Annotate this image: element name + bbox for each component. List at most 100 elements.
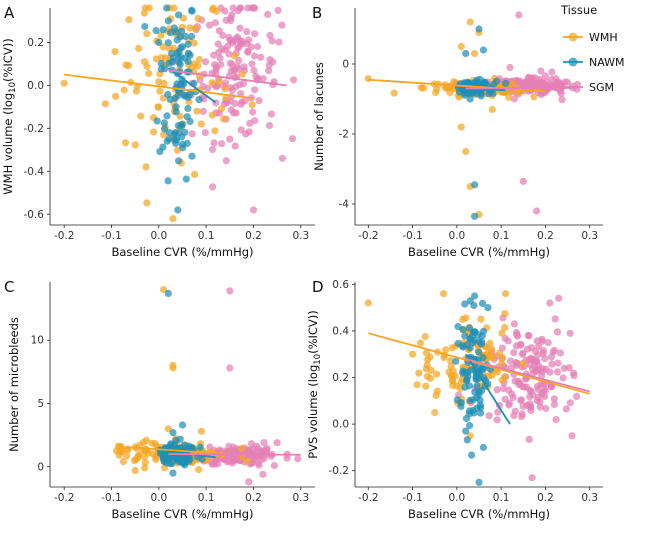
point-sgm <box>226 135 234 143</box>
point-wmh <box>364 75 372 83</box>
point-sgm <box>563 78 572 86</box>
y-tick-label: 0 <box>342 59 349 71</box>
point-sgm <box>528 474 536 482</box>
x-tick-label: -0.1 <box>101 492 122 504</box>
point-sgm <box>523 80 531 88</box>
y-tick-label: -0.2 <box>329 465 350 477</box>
point-sgm <box>222 16 230 24</box>
panel-letter: C <box>4 278 14 296</box>
point-wmh <box>143 199 151 207</box>
point-nawm <box>479 443 487 451</box>
legend-label: NAWM <box>589 56 625 69</box>
point-wmh <box>498 360 506 368</box>
point-nawm <box>475 390 483 399</box>
point-sgm <box>247 440 256 448</box>
fit-line-wmh <box>368 332 590 395</box>
point-sgm <box>209 183 217 191</box>
point-nawm <box>471 181 479 189</box>
point-nawm <box>188 152 196 160</box>
point-sgm <box>255 461 263 469</box>
point-nawm <box>475 25 483 33</box>
point-wmh <box>132 87 140 95</box>
point-sgm <box>542 404 550 413</box>
point-sgm <box>260 439 268 447</box>
point-sgm <box>199 107 207 115</box>
point-wmh <box>432 88 440 97</box>
y-tick-label: 0.0 <box>27 80 44 92</box>
point-nawm <box>172 83 180 91</box>
point-wmh <box>120 86 128 94</box>
point-nawm <box>466 297 474 305</box>
y-tick-label: 0.2 <box>27 37 44 49</box>
x-tick-label: 0.0 <box>150 492 167 504</box>
point-wmh <box>424 355 432 364</box>
point-sgm <box>237 100 245 108</box>
point-nawm <box>462 414 470 423</box>
fit-line-nawm <box>464 353 511 425</box>
point-nawm <box>157 59 165 67</box>
x-tick-label: 0.3 <box>292 492 309 504</box>
point-sgm <box>257 53 265 61</box>
point-sgm <box>244 4 252 12</box>
point-sgm <box>550 400 559 408</box>
point-nawm <box>466 396 474 404</box>
point-wmh <box>421 333 429 341</box>
point-sgm <box>566 399 574 407</box>
point-sgm <box>493 386 501 394</box>
point-sgm <box>568 432 576 440</box>
point-wmh <box>440 290 448 298</box>
point-sgm <box>485 412 493 420</box>
point-wmh <box>137 112 145 120</box>
point-nawm <box>178 421 187 429</box>
y-tick-label: 0 <box>37 461 44 473</box>
point-nawm <box>188 32 196 41</box>
point-wmh <box>530 93 538 101</box>
fit-line-sgm <box>465 86 577 90</box>
point-sgm <box>278 21 286 29</box>
point-wmh <box>451 372 459 380</box>
panel-d: D -0.2 -0.1 0.0 0.1 0.2 0.3 -0.2 0.0 0.2 0.4 0.6 Bas… <box>306 278 603 521</box>
point-wmh <box>169 215 177 223</box>
point-sgm <box>541 355 549 363</box>
point-wmh <box>364 299 372 307</box>
point-sgm <box>562 405 571 413</box>
point-sgm <box>505 386 513 394</box>
point-sgm <box>537 80 545 88</box>
fit-line-sgm <box>168 453 301 456</box>
point-sgm <box>546 368 554 376</box>
point-nawm <box>461 89 469 97</box>
point-nawm <box>164 289 172 297</box>
point-wmh <box>416 339 425 347</box>
point-sgm <box>519 177 527 185</box>
point-wmh <box>220 115 228 123</box>
point-nawm <box>169 469 177 477</box>
point-sgm <box>553 328 562 336</box>
point-nawm <box>179 144 187 152</box>
point-sgm <box>246 119 254 127</box>
x-tick-label: 0.3 <box>581 230 598 242</box>
point-sgm <box>510 320 518 328</box>
point-sgm <box>537 67 545 75</box>
point-wmh <box>132 456 140 464</box>
point-sgm <box>544 339 552 347</box>
point-wmh <box>453 382 461 390</box>
point-nawm <box>180 459 188 467</box>
y-axis-title: PVS volume (log10(%ICV)) <box>306 310 323 459</box>
data-points <box>364 11 582 220</box>
point-wmh <box>122 61 130 69</box>
point-nawm <box>176 33 184 41</box>
point-nawm <box>454 323 462 331</box>
point-wmh <box>390 89 398 97</box>
x-tick-label: 0.0 <box>449 492 466 504</box>
point-wmh <box>486 339 494 347</box>
point-wmh <box>112 92 120 100</box>
y-axis-title: Number of lacunes <box>312 62 326 171</box>
point-sgm <box>274 6 282 14</box>
point-wmh <box>221 85 229 93</box>
point-sgm <box>255 447 263 455</box>
panel-c: C -0.2 -0.1 0.0 0.1 0.2 0.3 0 5 10 Baseline CVR (%… <box>4 278 315 521</box>
point-sgm <box>232 35 240 43</box>
point-wmh <box>488 345 496 353</box>
point-nawm <box>466 335 474 343</box>
y-axis-title: WMH volume (log10(%ICV)) <box>1 38 18 194</box>
